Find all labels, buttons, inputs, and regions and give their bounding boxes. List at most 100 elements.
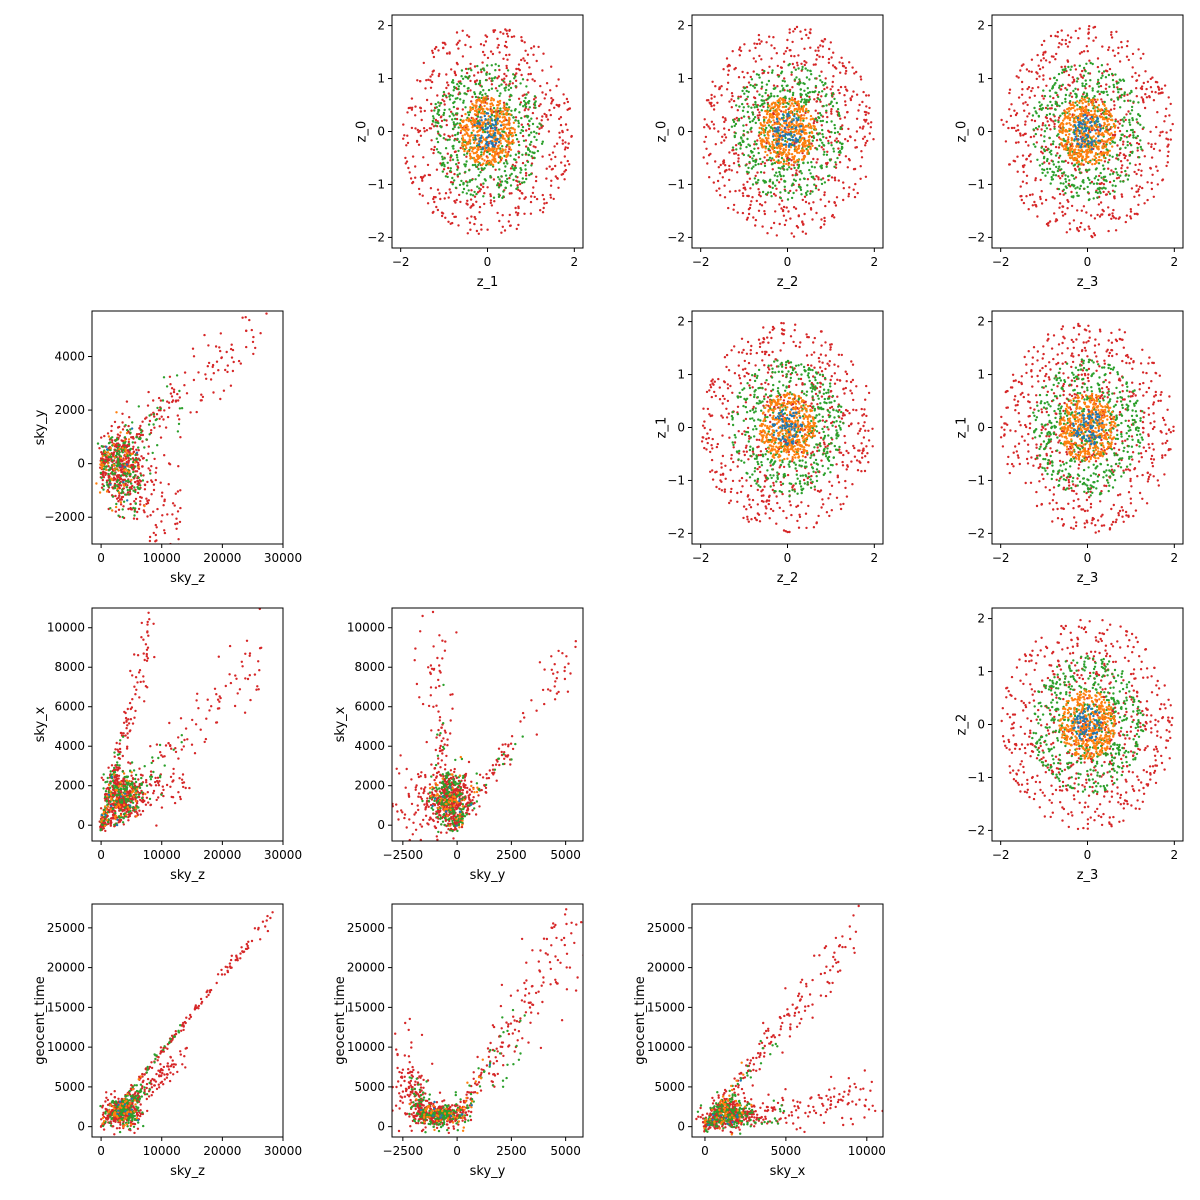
scatter-point bbox=[564, 141, 567, 144]
scatter-point bbox=[481, 61, 484, 64]
scatter-point bbox=[713, 127, 716, 130]
scatter-point bbox=[1010, 126, 1014, 130]
scatter-point bbox=[810, 142, 813, 145]
scatter-point bbox=[1037, 86, 1040, 89]
scatter-point bbox=[520, 168, 523, 172]
scatter-point bbox=[1137, 203, 1140, 206]
scatter-point bbox=[481, 110, 484, 113]
scatter-point bbox=[798, 81, 801, 84]
scatter-point bbox=[484, 78, 488, 82]
scatter-point bbox=[557, 186, 560, 189]
scatter-point bbox=[803, 177, 806, 181]
scatter-point bbox=[506, 58, 509, 61]
scatter-point bbox=[1098, 142, 1101, 145]
scatter-point bbox=[718, 172, 722, 175]
scatter-point bbox=[767, 79, 771, 83]
scatter-point bbox=[736, 109, 739, 112]
scatter-point bbox=[747, 212, 751, 216]
scatter-point bbox=[515, 138, 519, 141]
scatter-point bbox=[1129, 128, 1133, 132]
scatter-point bbox=[445, 123, 448, 127]
scatter-point bbox=[775, 179, 779, 182]
scatter-point bbox=[800, 105, 803, 108]
scatter-point bbox=[1118, 216, 1121, 219]
scatter-point bbox=[759, 123, 763, 126]
scatter-point bbox=[467, 35, 471, 38]
scatter-point bbox=[1061, 174, 1064, 178]
scatter-point bbox=[1156, 111, 1159, 114]
scatter-point bbox=[1068, 222, 1071, 225]
scatter-point bbox=[466, 111, 470, 114]
scatter-point bbox=[441, 158, 444, 161]
scatter-point bbox=[456, 41, 460, 44]
scatter-point bbox=[514, 206, 517, 210]
scatter-point bbox=[830, 141, 833, 144]
scatter-point bbox=[770, 163, 774, 166]
scatter-point bbox=[461, 142, 464, 145]
scatter-point bbox=[553, 145, 556, 148]
scatter-point bbox=[475, 117, 478, 121]
scatter-point bbox=[504, 165, 507, 168]
scatter-point bbox=[816, 93, 820, 96]
scatter-point bbox=[1130, 187, 1134, 190]
scatter-point bbox=[1109, 173, 1112, 176]
scatter-point bbox=[466, 184, 469, 187]
scatter-point bbox=[431, 120, 435, 123]
scatter-point bbox=[746, 180, 749, 184]
scatter-point bbox=[1076, 209, 1079, 212]
scatter-point bbox=[497, 103, 500, 107]
scatter-point bbox=[790, 153, 794, 156]
scatter-point bbox=[1005, 120, 1008, 124]
scatter-point bbox=[1079, 184, 1083, 188]
scatter-point bbox=[434, 124, 437, 127]
scatter-point bbox=[1120, 93, 1124, 97]
scatter-point bbox=[469, 198, 473, 201]
scatter-point bbox=[469, 62, 472, 66]
scatter-point bbox=[444, 147, 448, 150]
scatter-point bbox=[790, 71, 793, 74]
scatter-point bbox=[806, 87, 809, 90]
scatter-point bbox=[768, 65, 771, 69]
scatter-point bbox=[562, 93, 565, 96]
scatter-point bbox=[783, 122, 786, 125]
scatter-point bbox=[1068, 113, 1072, 116]
scatter-point bbox=[734, 189, 737, 193]
scatter-point bbox=[461, 147, 465, 150]
scatter-point bbox=[1073, 129, 1077, 132]
scatter-point bbox=[480, 151, 483, 154]
scatter-point bbox=[784, 109, 788, 112]
scatter-point bbox=[419, 106, 422, 109]
axes-frame bbox=[991, 14, 1184, 249]
scatter-point bbox=[822, 40, 825, 43]
scatter-point bbox=[1078, 132, 1081, 135]
scatter-point bbox=[759, 157, 762, 161]
scatter-point bbox=[830, 94, 834, 97]
scatter-point bbox=[483, 104, 486, 108]
scatter-point bbox=[797, 130, 801, 133]
scatter-point bbox=[1166, 154, 1170, 158]
scatter-point bbox=[760, 131, 763, 135]
scatter-point bbox=[1054, 102, 1057, 106]
scatter-point bbox=[514, 164, 517, 168]
scatter-point bbox=[771, 157, 774, 160]
scatter-point bbox=[1151, 173, 1154, 176]
scatter-point bbox=[477, 163, 480, 167]
scatter-point bbox=[1134, 71, 1137, 75]
scatter-point bbox=[448, 98, 452, 101]
scatter-point bbox=[459, 146, 462, 150]
scatter-point bbox=[795, 129, 798, 132]
scatter-point bbox=[502, 128, 505, 131]
scatter-point bbox=[509, 167, 513, 170]
scatter-point bbox=[790, 196, 794, 200]
scatter-point bbox=[561, 129, 564, 133]
scatter-point bbox=[775, 171, 778, 174]
scatter-point bbox=[1068, 40, 1071, 44]
scatter-point bbox=[462, 99, 465, 103]
scatter-point bbox=[489, 194, 492, 198]
scatter-point bbox=[799, 100, 803, 103]
scatter-point bbox=[867, 112, 870, 115]
scatter-point bbox=[437, 108, 440, 112]
scatter-point bbox=[473, 222, 476, 226]
scatter-point bbox=[1057, 187, 1061, 191]
scatter-point bbox=[799, 132, 802, 136]
